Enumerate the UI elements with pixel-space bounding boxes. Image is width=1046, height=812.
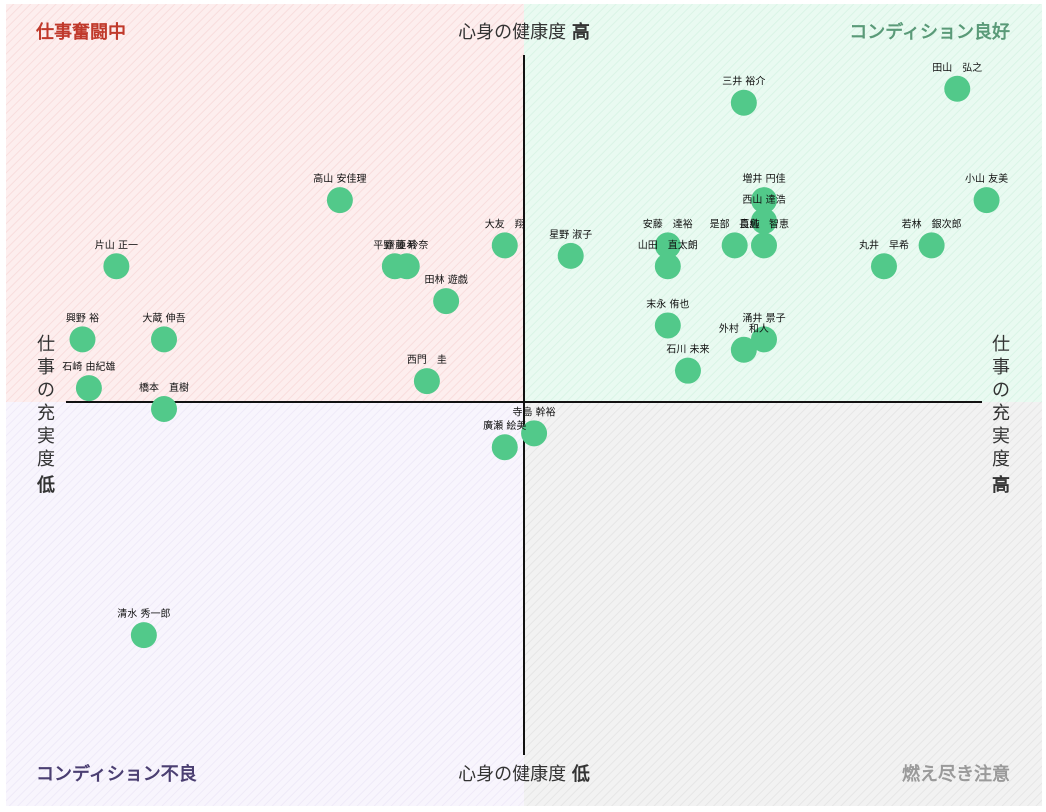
data-point[interactable] <box>730 89 757 116</box>
data-point[interactable] <box>69 326 96 353</box>
quadrant-top-left-label: 仕事奮闘中 <box>35 21 126 43</box>
data-point[interactable] <box>750 232 777 259</box>
data-point-label: 片山 正一 <box>95 238 138 251</box>
data-point-label: 高山 安佳理 <box>313 172 366 185</box>
x-axis-left-char: 仕 <box>37 334 55 355</box>
data-point[interactable] <box>75 375 102 402</box>
data-point-label: 石崎 由紀雄 <box>62 360 115 373</box>
data-point-label: 大蔵 伸吾 <box>142 311 185 324</box>
data-point[interactable] <box>151 395 178 422</box>
data-point[interactable] <box>491 232 518 259</box>
data-point-label: 興野 裕 <box>66 311 99 324</box>
quadrant-bottom-left-bg <box>6 402 524 806</box>
data-point-label: 寺島 幹裕 <box>512 405 555 418</box>
data-point[interactable] <box>918 232 945 259</box>
data-point[interactable] <box>654 253 681 280</box>
data-point[interactable] <box>750 326 777 353</box>
data-point-label: 橋本 直樹 <box>139 381 189 394</box>
data-point-label: 若林 銀次郎 <box>902 217 962 230</box>
data-point-label: 清水 秀一郎 <box>117 607 170 620</box>
data-point[interactable] <box>413 368 440 395</box>
data-point-label: 長島 智恵 <box>739 217 789 230</box>
y-axis-bottom-text: 心身の健康度 <box>458 764 566 785</box>
y-axis-bottom-label: 心身の健康度 低 <box>458 763 590 785</box>
quadrant-top-right-bg <box>524 4 1042 402</box>
data-point[interactable] <box>750 208 777 235</box>
data-point[interactable] <box>151 326 178 353</box>
data-point-label: 西門 圭 <box>407 353 447 366</box>
data-point-label: 田山 弘之 <box>932 61 982 74</box>
x-axis-right-char: 事 <box>992 357 1010 378</box>
y-axis-top-label: 心身の健康度 高 <box>458 21 590 43</box>
quadrant-bottom-left-label: コンディション不良 <box>36 763 197 785</box>
data-point-label: 安藤 達裕 <box>643 217 693 230</box>
data-point[interactable] <box>870 253 897 280</box>
data-point-label: 平野 亜希 <box>373 238 416 251</box>
x-axis-right-char: 度 <box>992 449 1010 470</box>
data-point-label: 丸井 早希 <box>859 238 909 251</box>
quadrant-top-right-label: コンディション良好 <box>849 21 1010 43</box>
data-point-label: 廣瀬 絵美 <box>483 419 526 432</box>
x-axis-right-char: の <box>992 380 1010 401</box>
x-axis-left-char: の <box>37 380 55 401</box>
data-point[interactable] <box>654 232 681 259</box>
data-point-label: 田林 遊戯 <box>425 273 468 286</box>
x-axis-right-char: 仕 <box>992 334 1010 355</box>
data-point[interactable] <box>750 187 777 214</box>
data-point-label: 是部 直純 <box>710 217 760 230</box>
quadrant-bottom-right-bg <box>524 402 1042 806</box>
data-point[interactable] <box>674 357 701 384</box>
x-axis-right-char: 実 <box>992 426 1010 447</box>
data-point[interactable] <box>521 420 548 447</box>
data-point[interactable] <box>491 434 518 461</box>
data-point-label: 増井 円佳 <box>742 172 785 185</box>
x-axis-left-char: 実 <box>37 426 55 447</box>
data-point-label: 小山 友美 <box>965 172 1008 185</box>
data-point[interactable] <box>654 312 681 339</box>
x-axis-left-char: 充 <box>37 403 55 424</box>
data-point[interactable] <box>973 187 1000 214</box>
data-point-label: 末永 侑也 <box>646 297 689 310</box>
x-axis-right-strong: 高 <box>992 474 1010 496</box>
data-point[interactable] <box>433 288 460 315</box>
x-axis-right-char: 充 <box>992 403 1010 424</box>
data-point-label: 星野 淑子 <box>549 228 592 241</box>
data-point-label: 大友 翔 <box>485 217 525 230</box>
data-point[interactable] <box>393 253 420 280</box>
x-axis-left-char: 度 <box>37 449 55 470</box>
data-point[interactable] <box>103 253 130 280</box>
data-point-label: 外村 和人 <box>719 322 769 335</box>
quadrant-bottom-right-label: 燃え尽き注意 <box>902 763 1010 785</box>
y-axis-top-strong: 高 <box>572 21 590 43</box>
data-point[interactable] <box>944 75 971 102</box>
y-axis-top-text: 心身の健康度 <box>458 22 566 43</box>
x-axis-left-strong: 低 <box>36 474 55 496</box>
data-point-label: 石川 未来 <box>666 344 709 356</box>
data-point-label: 西山 達浩 <box>742 194 785 206</box>
data-point[interactable] <box>557 242 584 269</box>
data-point-label: 山田 直太朗 <box>638 238 698 251</box>
data-point-label: 涌井 景子 <box>742 311 785 324</box>
x-axis-left-char: 事 <box>37 357 55 378</box>
data-point-label: 齋藤 玲奈 <box>385 238 428 251</box>
data-point[interactable] <box>326 187 353 214</box>
data-point[interactable] <box>130 622 157 649</box>
y-axis-bottom-strong: 低 <box>571 763 590 785</box>
data-point[interactable] <box>730 336 757 363</box>
data-point[interactable] <box>721 232 748 259</box>
data-point-label: 三井 裕介 <box>722 75 765 88</box>
